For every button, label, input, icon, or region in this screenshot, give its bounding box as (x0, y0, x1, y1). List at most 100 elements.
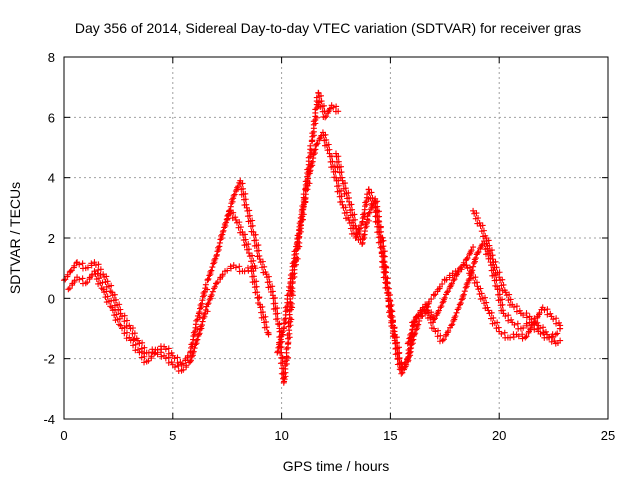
chart-title: Day 356 of 2014, Sidereal Day-to-day VTE… (75, 20, 581, 36)
data-point (197, 326, 204, 333)
data-point (294, 245, 301, 252)
data-point (531, 319, 538, 326)
data-point (326, 106, 333, 113)
data-point (389, 317, 396, 324)
data-point (271, 294, 278, 301)
data-point (119, 325, 126, 332)
data-point (309, 130, 316, 137)
data-point (440, 296, 447, 303)
data-point (282, 358, 289, 365)
data-point (228, 200, 235, 207)
data-point (197, 302, 204, 309)
data-point (470, 244, 477, 251)
data-point (232, 264, 239, 271)
data-point (259, 303, 266, 310)
data-point (263, 318, 270, 325)
data-point (324, 110, 331, 117)
data-point (94, 270, 101, 277)
data-point (376, 218, 383, 225)
data-point (245, 250, 252, 257)
x-tick-label: 25 (601, 428, 615, 443)
data-point (432, 328, 439, 335)
data-point (515, 333, 522, 340)
data-point (471, 256, 478, 263)
y-tick-label: 6 (48, 110, 55, 125)
data-point (195, 310, 202, 317)
data-point (360, 232, 367, 239)
data-point (216, 243, 223, 250)
data-point (197, 323, 204, 330)
data-point (335, 182, 342, 189)
data-point (84, 264, 91, 271)
data-point (445, 328, 452, 335)
data-point (542, 328, 549, 335)
data-point (121, 318, 128, 325)
data-point (277, 336, 284, 343)
data-point (196, 309, 203, 316)
x-tick-label: 10 (274, 428, 288, 443)
data-point (425, 300, 432, 307)
data-point (250, 273, 257, 280)
data-point (502, 313, 509, 320)
data-point (477, 245, 484, 252)
data-point (525, 329, 532, 336)
data-point (443, 276, 450, 283)
data-point (475, 214, 482, 221)
data-point (335, 153, 342, 160)
data-point (219, 231, 226, 238)
data-point (277, 339, 284, 346)
data-point (377, 223, 384, 230)
data-point (274, 305, 281, 312)
data-point (205, 275, 212, 282)
data-point (444, 329, 451, 336)
data-point (441, 294, 448, 301)
data-point (129, 324, 136, 331)
data-point (439, 281, 446, 288)
data-point (436, 285, 443, 292)
data-point (406, 335, 413, 342)
data-point (316, 137, 323, 144)
data-points (61, 89, 564, 386)
data-point (454, 267, 461, 274)
data-point (466, 251, 473, 258)
data-point (126, 322, 133, 329)
data-point (499, 296, 506, 303)
data-point (145, 357, 152, 364)
data-point (230, 192, 237, 199)
data-point (462, 284, 469, 291)
data-point (317, 92, 324, 99)
data-point (366, 209, 373, 216)
data-point (254, 289, 261, 296)
data-point (274, 315, 281, 322)
data-point (274, 310, 281, 317)
data-point (554, 330, 561, 337)
data-point (547, 310, 554, 317)
data-point (171, 364, 178, 371)
data-point (196, 314, 203, 321)
data-point (103, 288, 110, 295)
data-point (476, 219, 483, 226)
data-point (470, 260, 477, 267)
data-point (154, 351, 161, 358)
data-point (466, 264, 473, 271)
data-point (502, 289, 509, 296)
data-point (494, 319, 501, 326)
y-tick-label: 8 (48, 50, 55, 65)
data-point (393, 340, 400, 347)
data-point (69, 282, 76, 289)
data-point (196, 330, 203, 337)
data-point (84, 279, 91, 286)
data-point (374, 198, 381, 205)
data-point (207, 293, 214, 300)
data-point (551, 337, 558, 344)
data-point (500, 281, 507, 288)
data-point (227, 265, 234, 272)
data-point (380, 243, 387, 250)
data-point (91, 268, 98, 275)
data-point (298, 207, 305, 214)
data-point (389, 322, 396, 329)
data-point (245, 241, 252, 248)
data-point (443, 289, 450, 296)
data-point (111, 291, 118, 298)
